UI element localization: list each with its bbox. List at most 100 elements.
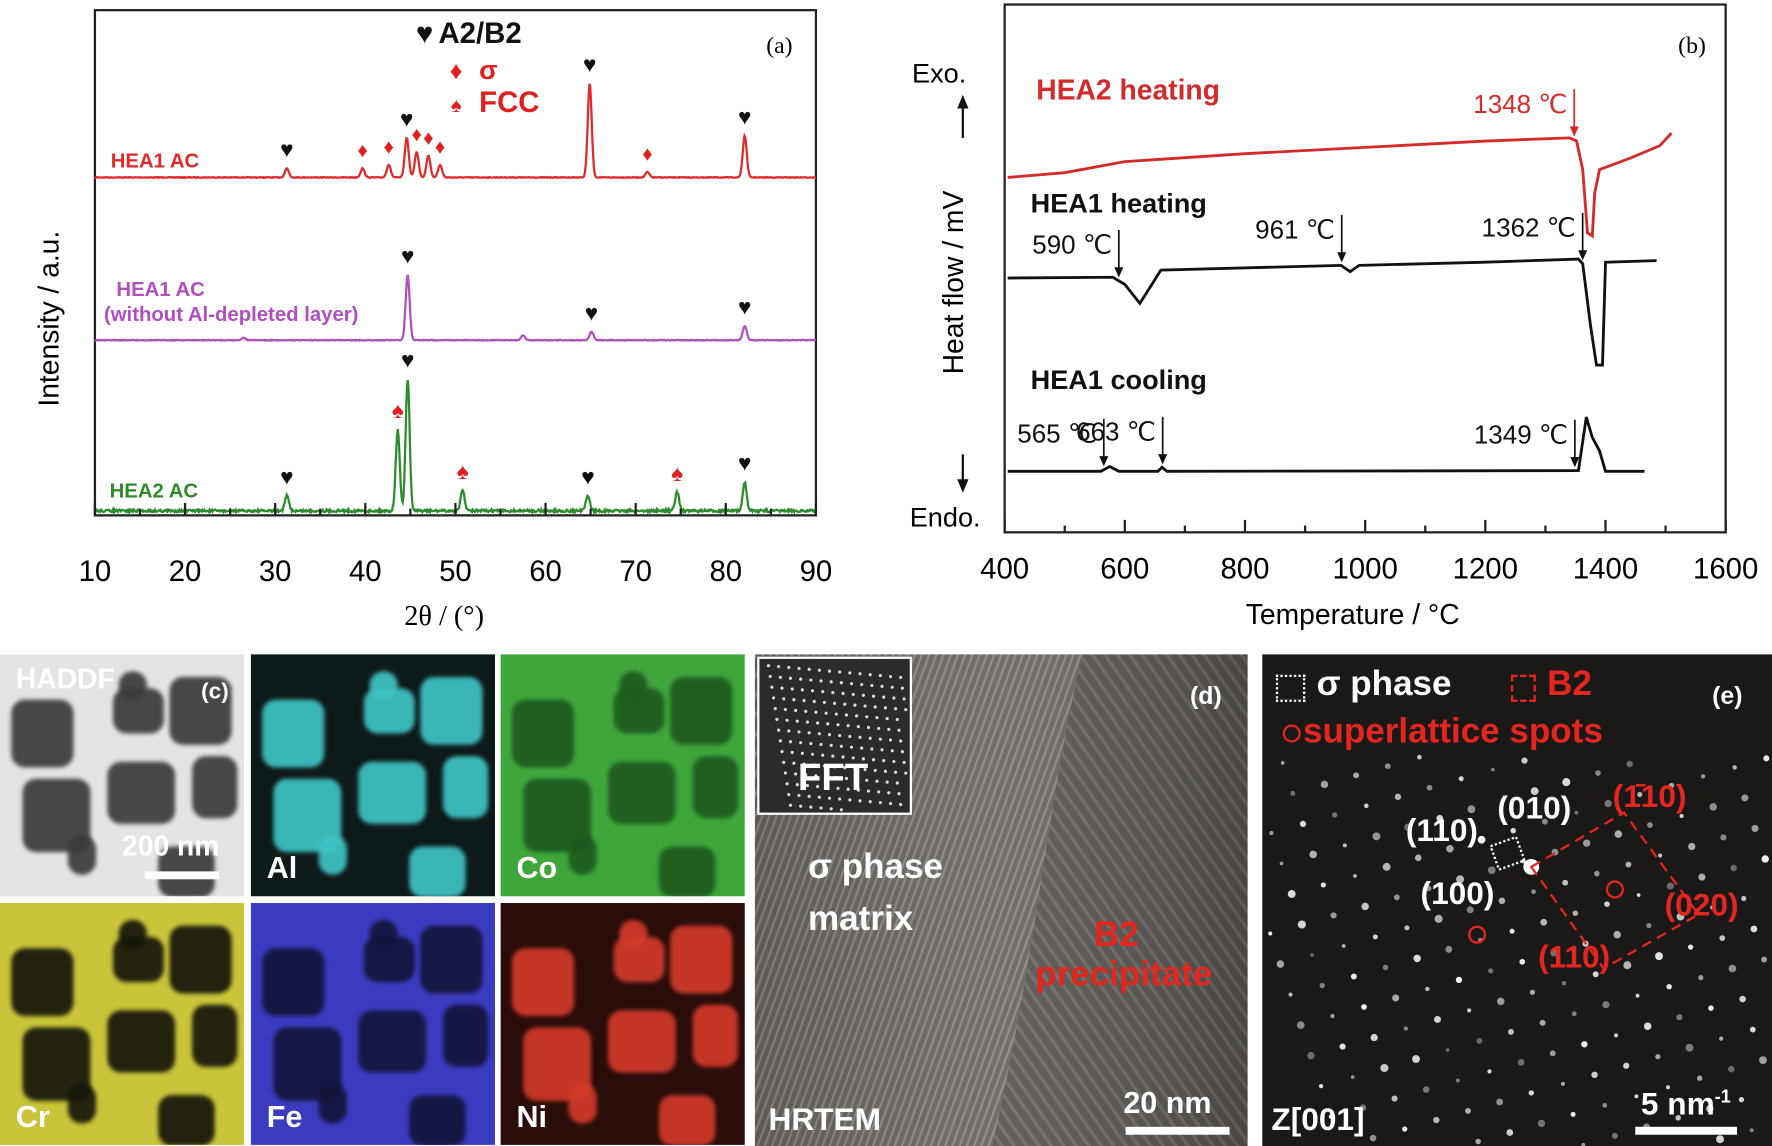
xrd-x-tick-label: 50 bbox=[439, 555, 472, 588]
fft-spot bbox=[853, 767, 857, 771]
fft-spot bbox=[858, 735, 862, 739]
dsc-x-tick-label: 1000 bbox=[1332, 553, 1397, 586]
fft-spot bbox=[897, 728, 901, 732]
diffraction-spot bbox=[1506, 1129, 1514, 1136]
diffraction-spot bbox=[1716, 1135, 1724, 1144]
diffraction-spot bbox=[1310, 953, 1314, 957]
fft-spot bbox=[787, 792, 791, 797]
fft-spot bbox=[846, 787, 850, 791]
eds-map-al: Al bbox=[250, 654, 495, 897]
legend-fcc-label: FCC bbox=[479, 86, 539, 119]
fft-spot bbox=[838, 670, 842, 674]
fft-spot bbox=[877, 726, 881, 730]
diffraction-spot bbox=[1625, 861, 1632, 868]
fft-spot bbox=[839, 681, 843, 685]
fft-spot bbox=[892, 696, 896, 700]
fft-spot bbox=[895, 781, 899, 785]
heart-peak-marker-icon: ♥ bbox=[280, 137, 293, 162]
fft-spot bbox=[829, 680, 833, 684]
precipitate-particle bbox=[107, 1010, 176, 1073]
diffraction-spot bbox=[1446, 845, 1454, 853]
fft-spot bbox=[863, 704, 867, 708]
superlattice-spot-circle-icon bbox=[1467, 925, 1487, 944]
diffraction-spot bbox=[1761, 956, 1767, 963]
fft-spot bbox=[883, 706, 888, 710]
diffraction-spot bbox=[1412, 1055, 1420, 1063]
fft-spot bbox=[868, 800, 872, 804]
xrd-x-ticks: 10 20 30 40 50 60 70 80 90 bbox=[79, 502, 832, 588]
saed-scale-value: 5 nm bbox=[1640, 1086, 1715, 1122]
diffraction-spot bbox=[1342, 843, 1347, 848]
diffraction-spot bbox=[1519, 958, 1526, 965]
diffraction-spot bbox=[1476, 1037, 1483, 1044]
fft-spot bbox=[890, 749, 894, 753]
heart-peak-marker-icon: ♥ bbox=[581, 464, 594, 489]
diffraction-spot bbox=[1591, 1071, 1598, 1079]
fft-inset: FFT bbox=[757, 656, 912, 815]
fft-spot bbox=[819, 679, 823, 683]
hrtem-scale-bar bbox=[1125, 1126, 1230, 1135]
diffraction-spot bbox=[1320, 780, 1329, 789]
fft-spot bbox=[829, 807, 833, 811]
precipitate-particle bbox=[670, 925, 733, 994]
diffraction-spot bbox=[1676, 912, 1685, 921]
fft-spot bbox=[902, 760, 906, 765]
xrd-x-tick-label: 70 bbox=[619, 555, 652, 588]
fft-spot bbox=[809, 741, 813, 746]
diffraction-spot bbox=[1708, 1005, 1714, 1011]
fft-spot bbox=[785, 782, 789, 786]
fft-spot bbox=[856, 788, 860, 792]
diffraction-spot bbox=[1528, 1090, 1534, 1096]
fft-spot bbox=[788, 676, 793, 680]
precipitate-particle bbox=[420, 925, 483, 994]
precipitate-particle bbox=[11, 699, 74, 768]
fft-spot bbox=[780, 686, 784, 690]
annotation-arrowhead-icon bbox=[1099, 456, 1109, 467]
fft-spot bbox=[817, 668, 821, 672]
heart-peak-marker-icon: ♥ bbox=[280, 464, 293, 489]
diffraction-spot bbox=[1363, 803, 1369, 809]
fft-spot bbox=[888, 738, 893, 742]
diffraction-spot bbox=[1436, 814, 1444, 822]
fft-spot bbox=[778, 739, 782, 743]
fft-spot bbox=[836, 786, 840, 790]
heart-peak-marker-icon: ♥ bbox=[583, 52, 596, 77]
fft-spot bbox=[882, 759, 886, 763]
saed-scale-unit-exponent: -1 bbox=[1714, 1088, 1731, 1108]
sigma-legend-box-icon bbox=[1275, 674, 1306, 702]
endo-arrow-icon bbox=[957, 454, 969, 493]
fft-spot bbox=[807, 794, 811, 798]
fft-spot bbox=[797, 666, 801, 670]
fft-spot bbox=[858, 672, 862, 676]
precipitate-particle bbox=[409, 846, 466, 897]
fft-spot bbox=[802, 699, 806, 703]
fft-spot bbox=[783, 771, 788, 775]
fft-spot bbox=[814, 774, 818, 778]
diffraction-spot bbox=[1425, 885, 1432, 892]
diffraction-spot bbox=[1426, 784, 1433, 791]
fft-spot bbox=[843, 766, 847, 770]
fft-spots bbox=[766, 664, 908, 812]
annotation-arrowhead-icon bbox=[1578, 250, 1588, 261]
diffraction-spot bbox=[1455, 1078, 1460, 1083]
fft-spot bbox=[848, 798, 852, 802]
precipitate-particle bbox=[358, 761, 427, 824]
diffraction-spot bbox=[1666, 983, 1672, 990]
precipitate-particle bbox=[358, 1010, 427, 1073]
precipitate-particle bbox=[11, 948, 74, 1017]
diffraction-spot bbox=[1675, 1115, 1681, 1121]
diffraction-spot bbox=[1751, 824, 1759, 832]
element-label-al: Al bbox=[266, 851, 298, 885]
fft-spot bbox=[773, 707, 777, 711]
precipitate-particle bbox=[318, 1083, 347, 1124]
fft-spot bbox=[841, 755, 845, 759]
diffraction-spot bbox=[1307, 1051, 1315, 1060]
fft-spot bbox=[827, 733, 832, 737]
diffraction-spot bbox=[1488, 968, 1494, 974]
heart-peak-marker-icon: ♥ bbox=[738, 295, 751, 320]
xrd-series-hea1-ac-without-al-depleted-layer bbox=[94, 274, 817, 342]
fft-spot bbox=[812, 763, 816, 767]
precipitate-particle bbox=[169, 925, 232, 994]
